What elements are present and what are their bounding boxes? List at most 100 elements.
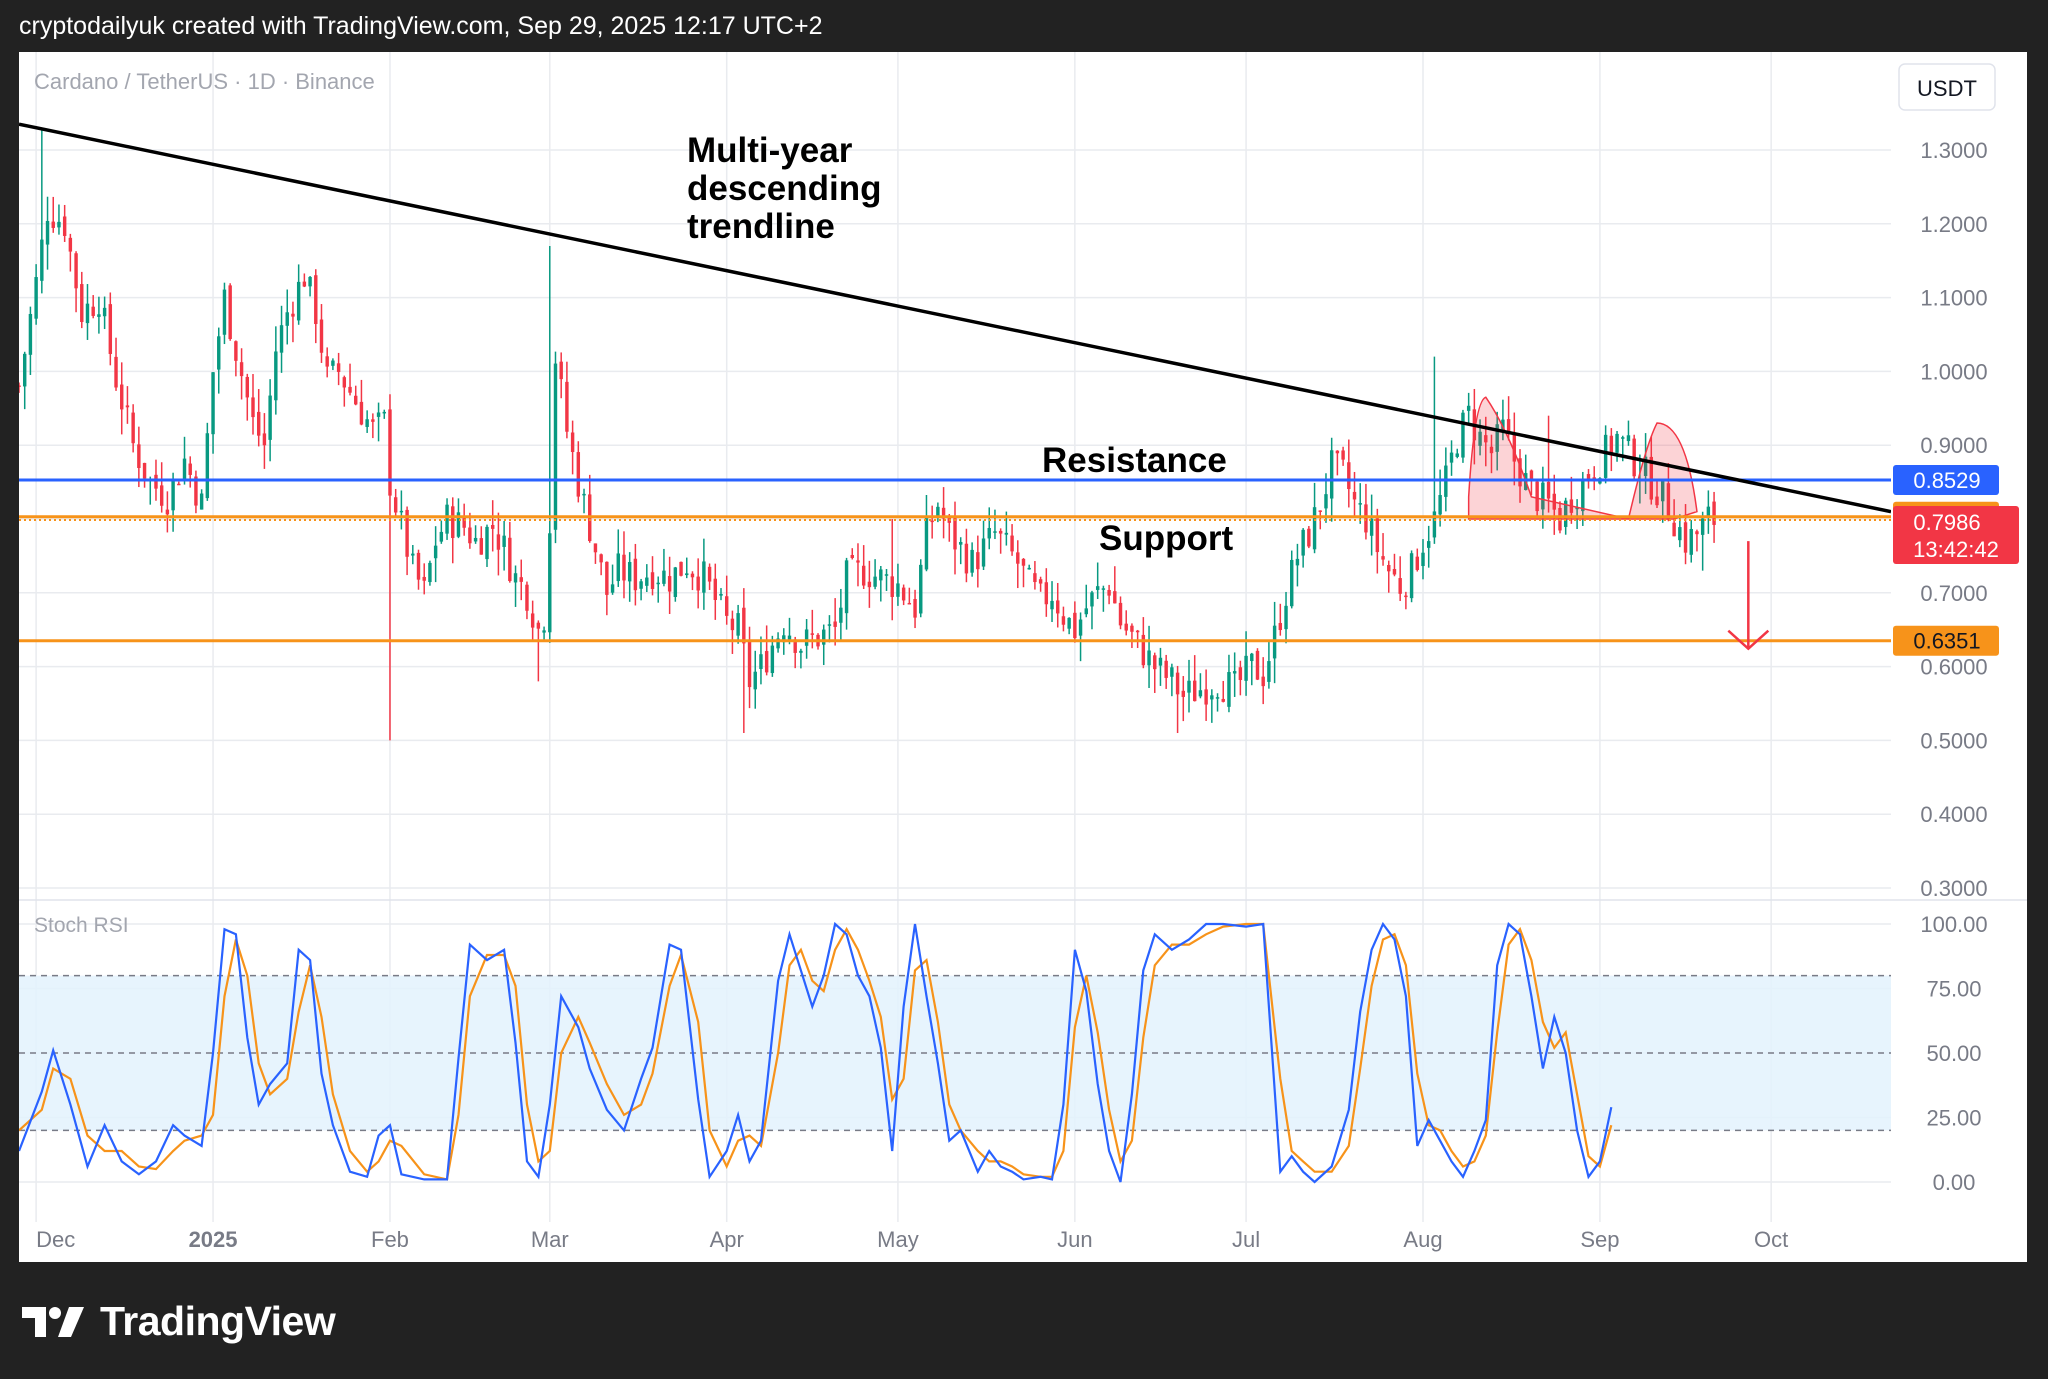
price-tick-label: 1.3000 <box>1920 138 1987 163</box>
candle-body <box>1044 582 1049 605</box>
candle-body <box>1466 405 1471 411</box>
candle-body <box>1695 531 1699 535</box>
candle-body <box>371 419 375 422</box>
candle-body <box>496 534 501 550</box>
candle-body <box>165 509 170 515</box>
stoch-k-line <box>19 921 1613 1184</box>
last-price-label: 0.7986 <box>1913 510 1980 535</box>
candles <box>19 127 1716 741</box>
candle-body <box>1056 600 1060 614</box>
candle-body <box>411 553 415 556</box>
candle-body <box>114 356 118 388</box>
candle-body <box>399 510 404 513</box>
candle-body <box>1038 579 1043 584</box>
candle-body <box>1324 494 1328 509</box>
candle-body <box>45 220 50 245</box>
down-arrow-head <box>1727 629 1770 651</box>
candle-body <box>1061 616 1066 625</box>
candle-body <box>987 527 991 539</box>
candle-body <box>1244 655 1248 681</box>
candle-body <box>696 576 700 591</box>
candle-body <box>1666 483 1671 520</box>
candle-body <box>719 593 723 596</box>
price-tick-label: 1.2000 <box>1920 212 1987 237</box>
candle-body <box>142 462 147 479</box>
price-tick-label: 0.5000 <box>1920 728 1987 753</box>
candle-body <box>1290 559 1294 607</box>
candle-body <box>1215 697 1220 699</box>
candle-body <box>376 412 381 417</box>
candle-body <box>388 409 392 496</box>
candle-body <box>1643 456 1648 477</box>
candle-body <box>68 237 73 252</box>
candle-body <box>924 516 929 570</box>
price-tick-label: 1.1000 <box>1920 286 1987 311</box>
candle-body <box>502 535 506 547</box>
candle-body <box>1586 474 1591 482</box>
candle-body <box>1700 518 1705 535</box>
candle-body <box>976 552 980 570</box>
candle-body <box>1626 435 1631 442</box>
candle-body <box>856 560 860 563</box>
candle-body <box>559 361 563 380</box>
candle-body <box>456 512 461 537</box>
candle-body <box>1135 630 1140 633</box>
candle-body <box>844 560 849 614</box>
time-tick-label: Mar <box>531 1227 569 1252</box>
candle-body <box>1575 507 1579 510</box>
candle-body <box>1307 528 1311 547</box>
candle-body <box>1267 661 1271 682</box>
candle-body <box>1335 450 1340 454</box>
candle-body <box>1067 617 1071 629</box>
brand-footer[interactable]: TradingView <box>22 1298 336 1345</box>
candle-body <box>336 363 341 372</box>
candle-body <box>1438 495 1442 515</box>
candle-body <box>19 385 21 387</box>
candle-body <box>1415 556 1420 570</box>
candle-body <box>291 313 295 317</box>
candle-body <box>713 578 718 600</box>
price-tick-label: 0.9000 <box>1920 433 1987 458</box>
candle-body <box>342 377 347 388</box>
candle-body <box>1004 532 1009 535</box>
candle-body <box>125 405 130 408</box>
candle-body <box>953 518 957 550</box>
currency-button[interactable]: USDT <box>1898 63 1996 111</box>
candle-body <box>239 362 244 377</box>
candle-body <box>1455 453 1459 457</box>
candle-body <box>1347 462 1351 490</box>
candle-body <box>1375 518 1380 553</box>
candle-body <box>616 553 620 582</box>
candle-body <box>1683 522 1688 553</box>
candle-body <box>234 341 238 361</box>
candle-body <box>182 458 187 481</box>
candle-body <box>1078 619 1083 636</box>
candle-body <box>188 463 192 475</box>
candle-body <box>433 545 438 559</box>
currency-label: USDT <box>1917 76 1977 101</box>
candle-body <box>827 624 832 626</box>
brand-name: TradingView <box>100 1298 336 1344</box>
chart-header-text: cryptodailyuk created with TradingView.c… <box>19 12 823 40</box>
candle-body <box>302 281 307 287</box>
candle-body <box>776 638 780 649</box>
candle-body <box>268 395 272 440</box>
time-tick-label: Sep <box>1580 1227 1619 1252</box>
stoch-tick-label: 50.00 <box>1926 1041 1981 1066</box>
chart-canvas[interactable]: 1.30001.20001.10001.00000.90000.80000.70… <box>19 52 2027 1262</box>
candle-body <box>1678 527 1682 541</box>
price-tick-label: 0.7000 <box>1920 581 1987 606</box>
candle-body <box>508 537 512 582</box>
candle-body <box>1232 671 1237 674</box>
candle-body <box>896 583 900 597</box>
candle-body <box>964 543 969 574</box>
candle-body <box>633 558 638 591</box>
candle-body <box>998 530 1003 534</box>
candle-body <box>582 493 586 496</box>
candle-body <box>1387 565 1391 572</box>
candle-body <box>679 561 683 576</box>
candle-body <box>759 654 763 669</box>
candle-body <box>1050 600 1054 610</box>
candle-body <box>359 401 364 425</box>
candle-body <box>513 573 518 583</box>
